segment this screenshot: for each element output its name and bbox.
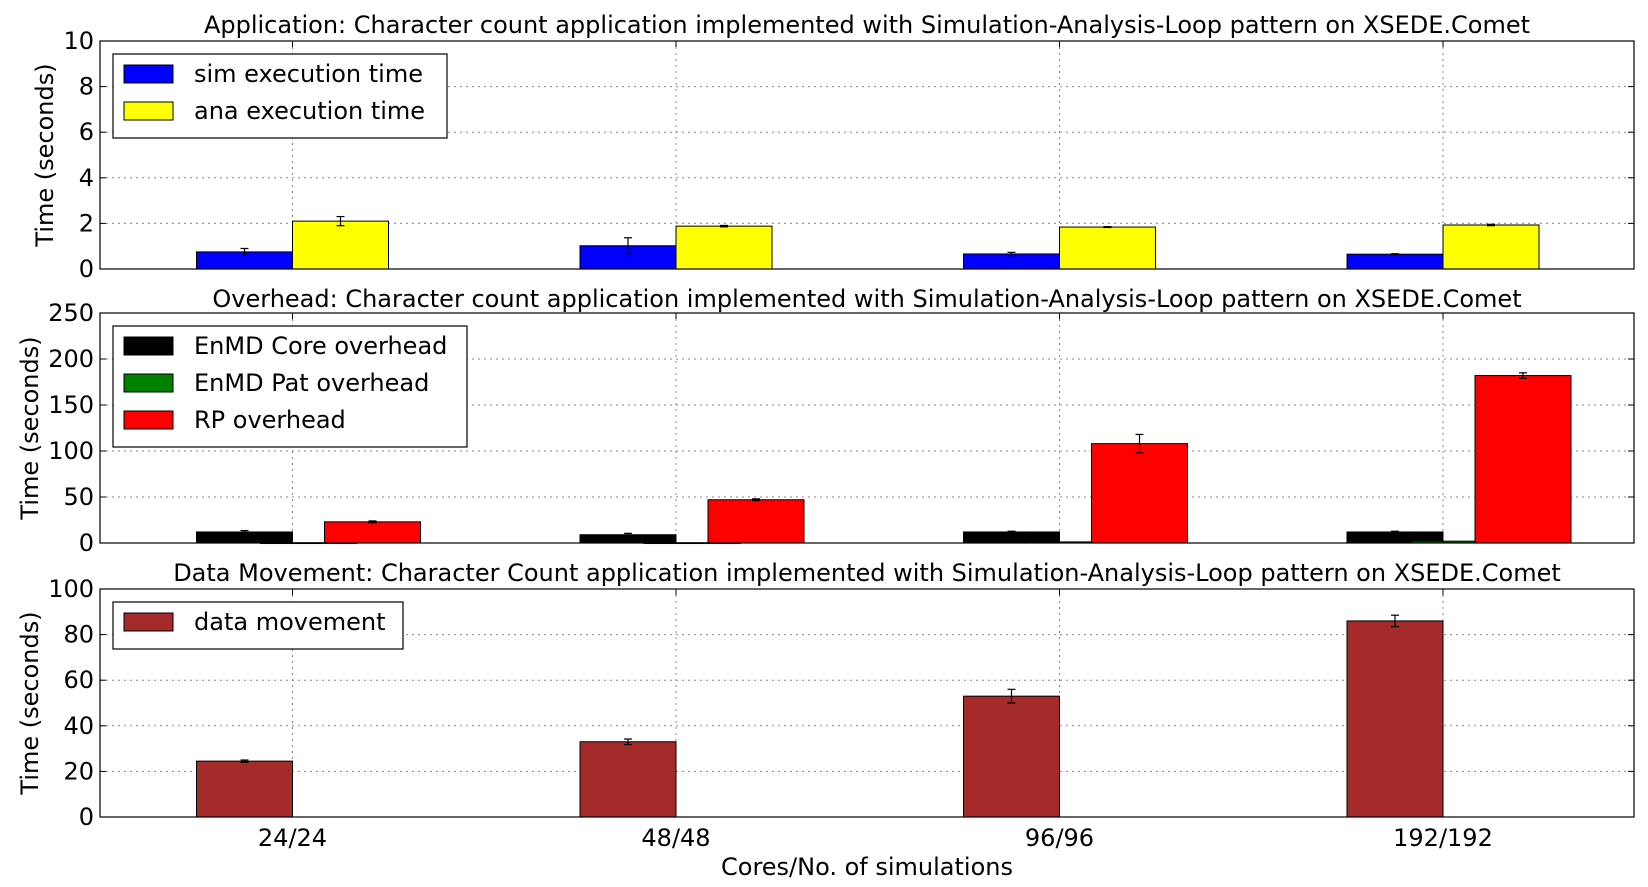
bar-sim-execution-time xyxy=(1346,253,1444,270)
y-tick-label: 50 xyxy=(63,483,94,511)
error-bar xyxy=(1519,372,1527,379)
x-tick-label: 192/192 xyxy=(1393,824,1493,852)
error-bar xyxy=(720,224,728,228)
error-bar xyxy=(336,215,345,227)
legend-swatch-data-movement xyxy=(123,612,174,632)
y-tick-label: 2 xyxy=(79,209,94,237)
legend: data movement xyxy=(112,601,404,650)
error-bar xyxy=(1007,530,1016,534)
legend-label-ana-execution-time: ana execution time xyxy=(194,97,425,125)
bar-enmd-core-overhead xyxy=(963,531,1060,544)
error-bar xyxy=(752,498,760,502)
y-tick-label: 40 xyxy=(63,712,94,740)
bar-ana-execution-time xyxy=(1442,224,1540,270)
error-bar xyxy=(240,529,249,534)
plot-frame xyxy=(99,588,1635,818)
y-tick-label: 100 xyxy=(48,575,94,603)
chart-panel-3: Data Movement: Character Count applicati… xyxy=(16,559,1635,881)
bar-rp-overhead xyxy=(1091,443,1188,544)
x-tick-label: 96/96 xyxy=(1025,824,1094,852)
bar-data-movement xyxy=(963,695,1060,818)
chart-title: Data Movement: Character Count applicati… xyxy=(173,559,1561,587)
chart-title: Application: Character count application… xyxy=(204,11,1530,39)
error-bar xyxy=(624,237,632,255)
bar-ana-execution-time xyxy=(675,225,773,270)
error-bar xyxy=(1007,688,1016,704)
plot-frame xyxy=(99,40,1635,270)
y-tick-label: 0 xyxy=(79,803,94,831)
error-bar xyxy=(1391,530,1399,534)
bar-rp-overhead xyxy=(1474,375,1572,544)
legend-swatch-sim-execution-time xyxy=(123,64,174,84)
error-bar xyxy=(1487,223,1495,227)
y-axis-label: Time (seconds) xyxy=(16,336,44,520)
bar-ana-execution-time xyxy=(292,220,389,270)
x-tick-label: 24/24 xyxy=(258,824,327,852)
bar-data-movement xyxy=(579,741,677,818)
bar-rp-overhead xyxy=(707,499,805,544)
legend-swatch-enmd-pat-overhead xyxy=(123,373,174,393)
plot-frame xyxy=(99,312,1635,544)
y-tick-label: 250 xyxy=(48,299,94,327)
legend-label-sim-execution-time: sim execution time xyxy=(194,60,423,88)
y-tick-label: 0 xyxy=(79,529,94,557)
legend: sim execution time ana execution time xyxy=(112,53,448,139)
legend-swatch-enmd-core-overhead xyxy=(123,336,174,356)
y-tick-label: 150 xyxy=(48,391,94,419)
y-tick-label: 10 xyxy=(63,27,94,55)
legend-label-enmd-core-overhead: EnMD Core overhead xyxy=(194,332,447,360)
bar-ana-execution-time xyxy=(1059,226,1156,270)
bar-rp-overhead xyxy=(324,521,421,544)
legend-label-data-movement: data movement xyxy=(194,608,385,636)
y-tick-label: 4 xyxy=(79,164,94,192)
y-tick-label: 8 xyxy=(79,73,94,101)
y-axis-label: Time (seconds) xyxy=(16,611,44,795)
chart-panel-1: Application: Character count application… xyxy=(31,11,1635,283)
bar-sim-execution-time xyxy=(963,253,1060,270)
error-bar xyxy=(1007,251,1016,257)
error-bar xyxy=(1391,253,1399,256)
y-tick-label: 80 xyxy=(63,621,94,649)
error-bar xyxy=(240,247,249,256)
legend-swatch-rp-overhead xyxy=(123,410,174,430)
x-tick-label: 48/48 xyxy=(641,824,710,852)
error-bar xyxy=(1103,225,1112,229)
error-bar xyxy=(368,520,377,524)
y-tick-label: 6 xyxy=(79,118,94,146)
y-tick-label: 60 xyxy=(63,666,94,694)
error-bar xyxy=(624,532,632,537)
legend-label-enmd-pat-overhead: EnMD Pat overhead xyxy=(194,369,429,397)
legend-swatch-ana-execution-time xyxy=(123,101,174,121)
error-bar xyxy=(1135,433,1144,454)
bar-data-movement xyxy=(196,760,293,818)
y-tick-label: 100 xyxy=(48,437,94,465)
x-axis-label: Cores/No. of simulations xyxy=(721,853,1013,881)
y-tick-label: 20 xyxy=(63,757,94,785)
y-tick-label: 0 xyxy=(79,255,94,283)
bar-data-movement xyxy=(1346,620,1444,818)
error-bar xyxy=(1391,614,1399,628)
y-axis-label: Time (seconds) xyxy=(31,63,59,247)
error-bar xyxy=(624,738,632,746)
chart-panel-2: Overhead: Character count application im… xyxy=(16,285,1635,557)
y-tick-label: 200 xyxy=(48,345,94,373)
legend-label-rp-overhead: RP overhead xyxy=(194,406,346,434)
error-bar xyxy=(240,759,249,763)
legend: EnMD Core overhead EnMD Pat overhead RP ov… xyxy=(112,325,468,448)
chart-title: Overhead: Character count application im… xyxy=(212,285,1521,313)
